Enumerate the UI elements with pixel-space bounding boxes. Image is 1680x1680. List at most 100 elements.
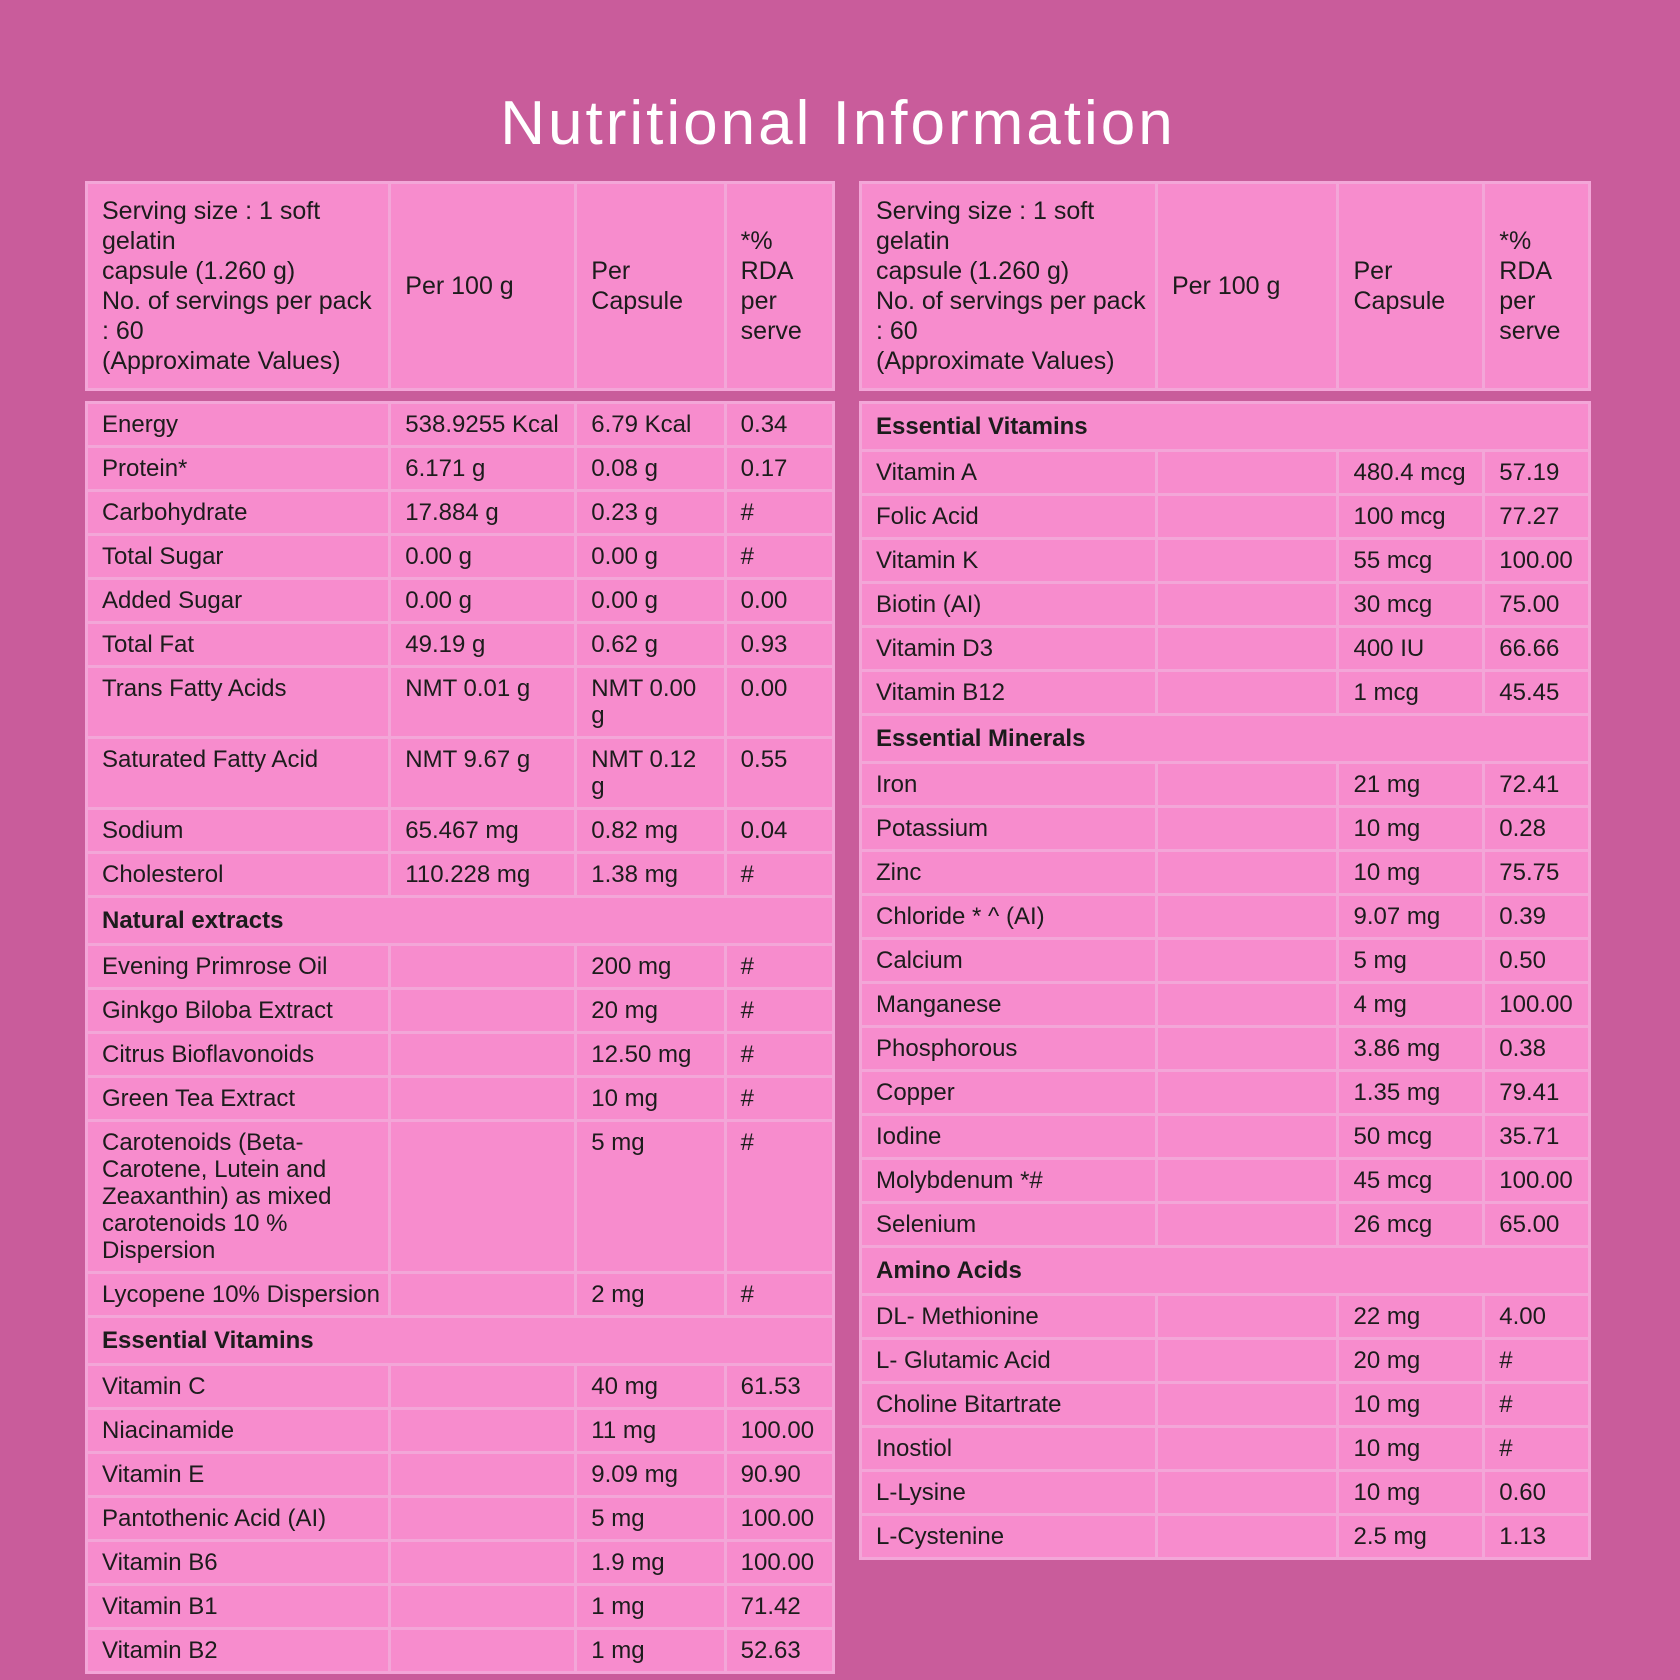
nutrient-name-cell: Molybdenum *# <box>859 1157 1158 1204</box>
per-capsule-cell: 22 mg <box>1336 1293 1486 1340</box>
rda-cell: 0.04 <box>723 807 836 854</box>
nutrient-name-cell: Manganese <box>859 981 1158 1028</box>
per-capsule-cell: 3.86 mg <box>1336 1025 1486 1072</box>
per-capsule-cell: 400 IU <box>1336 625 1486 672</box>
per-capsule-cell: 40 mg <box>574 1363 727 1410</box>
rda-cell: 100.00 <box>1482 981 1591 1028</box>
rda-cell: 100.00 <box>723 1539 836 1586</box>
rda-cell: 75.00 <box>1482 581 1591 628</box>
table-row: Ginkgo Biloba Extract 20 mg # <box>84 987 836 1034</box>
rda-cell: 0.28 <box>1482 805 1591 852</box>
rda-cell: 100.00 <box>1482 537 1591 584</box>
table-row: Added Sugar 0.00 g 0.00 g 0.00 <box>84 577 836 624</box>
section-header: Amino Acids <box>859 1245 1591 1296</box>
per-capsule-header: Per Capsule <box>574 181 727 391</box>
per-100g-cell <box>388 987 578 1034</box>
per-100g-cell <box>1154 1469 1340 1516</box>
rda-cell: # <box>723 943 836 990</box>
rda-cell: 1.13 <box>1482 1513 1591 1560</box>
header-row: Serving size : 1 soft gelatin capsule (1… <box>84 181 836 391</box>
rda-cell: 52.63 <box>723 1627 836 1674</box>
per-capsule-cell: 1.38 mg <box>574 851 727 898</box>
nutrient-name-cell: Vitamin K <box>859 537 1158 584</box>
nutrient-name-cell: Saturated Fatty Acid <box>84 736 392 810</box>
table-row: Vitamin D3 400 IU 66.66 <box>859 625 1591 672</box>
rda-cell: 100.00 <box>1482 1157 1591 1204</box>
rda-cell: 4.00 <box>1482 1293 1591 1340</box>
rda-cell: 0.50 <box>1482 937 1591 984</box>
nutrient-name-cell: L-Cystenine <box>859 1513 1158 1560</box>
nutrient-name-cell: Cholesterol <box>84 851 392 898</box>
per-capsule-cell: 45 mcg <box>1336 1157 1486 1204</box>
table-body: Essential Vitamins Vitamin A 480.4 mcg 57.1… <box>859 401 1591 1560</box>
nutrient-name-cell: Vitamin B1 <box>84 1583 392 1630</box>
nutrient-name-cell: Protein* <box>84 445 392 492</box>
table-row: Green Tea Extract 10 mg # <box>84 1075 836 1122</box>
rda-cell: # <box>723 851 836 898</box>
per-capsule-cell: 12.50 mg <box>574 1031 727 1078</box>
per-100g-cell <box>388 1451 578 1498</box>
table-row: Calcium 5 mg 0.50 <box>859 937 1591 984</box>
per-100g-cell: 17.884 g <box>388 489 578 536</box>
per-100g-cell <box>1154 581 1340 628</box>
nutrition-table-left: Serving size : 1 soft gelatin capsule (1… <box>84 181 836 1674</box>
nutrient-name-cell: Calcium <box>859 937 1158 984</box>
serving-info-cell: Serving size : 1 soft gelatin capsule (1… <box>859 181 1158 391</box>
nutrient-name-cell: Biotin (AI) <box>859 581 1158 628</box>
table-row: Vitamin K 55 mcg 100.00 <box>859 537 1591 584</box>
per-capsule-cell: 5 mg <box>574 1119 727 1274</box>
nutrient-name-cell: Copper <box>859 1069 1158 1116</box>
nutrient-name-cell: Vitamin E <box>84 1451 392 1498</box>
table-row: Total Fat 49.19 g 0.62 g 0.93 <box>84 621 836 668</box>
table-row: Carotenoids (Beta-Carotene, Lutein and Z… <box>84 1119 836 1274</box>
per-capsule-cell: 1 mg <box>574 1627 727 1674</box>
section-row: Essential Minerals <box>859 713 1591 764</box>
per-100g-header: Per 100 g <box>1154 181 1340 391</box>
nutrient-name-cell: Iron <box>859 761 1158 808</box>
nutrient-name-cell: Niacinamide <box>84 1407 392 1454</box>
table-row: Niacinamide 11 mg 100.00 <box>84 1407 836 1454</box>
section-header: Essential Vitamins <box>85 1315 835 1366</box>
table-row: Phosphorous 3.86 mg 0.38 <box>859 1025 1591 1072</box>
table-row: Protein* 6.171 g 0.08 g 0.17 <box>84 445 836 492</box>
per-capsule-cell: NMT 0.00 g <box>574 665 727 739</box>
table-row: Potassium 10 mg 0.28 <box>859 805 1591 852</box>
per-100g-cell <box>1154 1293 1340 1340</box>
nutrient-name-cell: Ginkgo Biloba Extract <box>84 987 392 1034</box>
nutrient-name-cell: Choline Bitartrate <box>859 1381 1158 1428</box>
per-100g-cell <box>388 1539 578 1586</box>
per-100g-cell: 6.171 g <box>388 445 578 492</box>
table-row: Vitamin C 40 mg 61.53 <box>84 1363 836 1410</box>
nutrition-table-right: Serving size : 1 soft gelatin capsule (1… <box>859 181 1591 1560</box>
table-row: Folic Acid 100 mcg 77.27 <box>859 493 1591 540</box>
per-100g-cell: 538.9255 Kcal <box>388 401 578 448</box>
per-capsule-cell: 10 mg <box>574 1075 727 1122</box>
per-100g-cell <box>388 1075 578 1122</box>
per-capsule-cell: 10 mg <box>1336 849 1486 896</box>
per-capsule-cell: 9.07 mg <box>1336 893 1486 940</box>
nutrient-name-cell: Vitamin D3 <box>859 625 1158 672</box>
rda-cell: 0.60 <box>1482 1469 1591 1516</box>
per-100g-cell <box>1154 937 1340 984</box>
per-capsule-cell: 4 mg <box>1336 981 1486 1028</box>
per-100g-cell <box>388 1363 578 1410</box>
per-capsule-cell: 9.09 mg <box>574 1451 727 1498</box>
per-capsule-cell: NMT 0.12 g <box>574 736 727 810</box>
per-capsule-cell: 5 mg <box>574 1495 727 1542</box>
per-100g-cell <box>1154 669 1340 716</box>
per-capsule-cell: 200 mg <box>574 943 727 990</box>
table-row: Vitamin B12 1 mcg 45.45 <box>859 669 1591 716</box>
table-row: L-Lysine 10 mg 0.60 <box>859 1469 1591 1516</box>
rda-cell: # <box>723 533 836 580</box>
rda-cell: 0.00 <box>723 577 836 624</box>
per-100g-cell: 49.19 g <box>388 621 578 668</box>
table-row: Cholesterol 110.228 mg 1.38 mg # <box>84 851 836 898</box>
nutrient-name-cell: Total Sugar <box>84 533 392 580</box>
per-100g-cell <box>1154 493 1340 540</box>
per-capsule-cell: 10 mg <box>1336 1469 1486 1516</box>
per-100g-cell <box>1154 1069 1340 1116</box>
per-capsule-cell: 0.23 g <box>574 489 727 536</box>
section-row: Essential Vitamins <box>85 1315 835 1366</box>
per-100g-cell <box>388 1119 578 1274</box>
